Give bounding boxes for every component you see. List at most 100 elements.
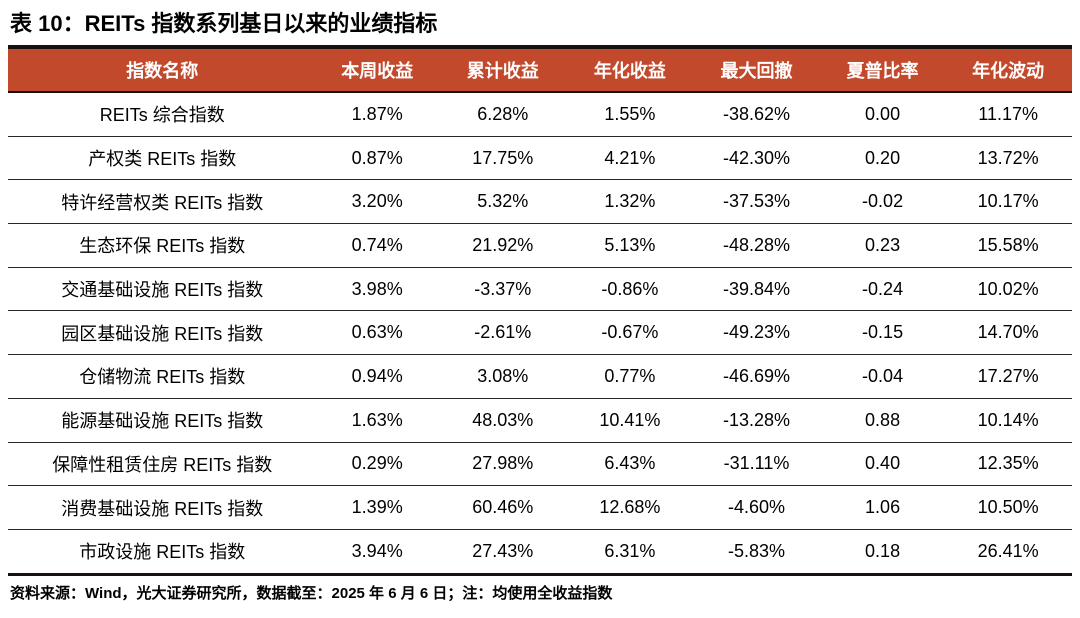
reits-performance-table: 指数名称 本周收益 累计收益 年化收益 最大回撤 夏普比率 年化波动 REITs 综合指数 1… — [8, 45, 1072, 576]
value-cell: 0.87% — [316, 136, 438, 181]
value-cell: 15.58% — [944, 223, 1072, 268]
table-row: 仓储物流 REITs 指数 0.94% 3.08% 0.77% -46.69% -0.04… — [8, 354, 1072, 399]
table-row: 能源基础设施 REITs 指数 1.63% 48.03% 10.41% -13.28% 0… — [8, 398, 1072, 443]
table-row: 交通基础设施 REITs 指数 3.98% -3.37% -0.86% -39.84% -… — [8, 267, 1072, 312]
index-name-cell: 能源基础设施 REITs 指数 — [8, 398, 317, 443]
index-name-cell: REITs 综合指数 — [8, 92, 317, 137]
value-cell: 0.29% — [316, 442, 438, 487]
table-row: 消费基础设施 REITs 指数 1.39% 60.46% 12.68% -4.60% 1.… — [8, 485, 1072, 530]
value-cell: 0.23 — [820, 223, 945, 268]
value-cell: -5.83% — [727, 540, 786, 561]
index-name-cell: 仓储物流 REITs 指数 — [8, 354, 317, 399]
value-cell: -39.84% — [692, 267, 821, 312]
table-row: 保障性租赁住房 REITs 指数 0.29% 27.98% 6.43% -31.11% 0… — [8, 442, 1072, 487]
value-cell: -0.24 — [820, 267, 945, 312]
value-cell: 6.28% — [437, 92, 568, 137]
value-cell: 3.20% — [316, 179, 438, 225]
value-cell: 0.18 — [865, 540, 901, 561]
index-name-cell: 保障性租赁住房 REITs 指数 — [8, 442, 317, 487]
column-header: 年化波动 — [944, 47, 1072, 93]
value-cell: 10.14% — [944, 398, 1072, 443]
value-cell: 3.94% — [351, 540, 403, 561]
value-cell: -0.02 — [820, 179, 945, 225]
value-cell: 12.35% — [944, 442, 1072, 487]
index-name-cell: 市政设施 REITs 指数 — [79, 542, 246, 563]
value-cell: 5.32% — [437, 179, 568, 225]
value-cell: 26.41% — [977, 540, 1039, 561]
value-cell: 1.06 — [820, 485, 945, 530]
value-cell: -48.28% — [692, 223, 821, 268]
index-name-cell: 生态环保 REITs 指数 — [8, 223, 317, 268]
value-cell: 12.68% — [567, 485, 693, 530]
value-cell: 6.43% — [567, 442, 693, 487]
value-cell: 14.70% — [944, 310, 1072, 356]
value-cell: 10.17% — [944, 179, 1072, 225]
table-row: 产权类 REITs 指数 0.87% 17.75% 4.21% -42.30% 0.20 1… — [8, 136, 1072, 181]
value-cell: 27.98% — [437, 442, 568, 487]
value-cell: 27.43% — [472, 540, 534, 561]
value-cell: -0.86% — [567, 267, 693, 312]
value-cell: 5.13% — [567, 223, 693, 268]
value-cell: 4.21% — [567, 136, 693, 181]
value-cell: 17.27% — [944, 354, 1072, 399]
table-header: 指数名称 本周收益 累计收益 年化收益 最大回撤 夏普比率 年化波动 — [8, 47, 1072, 93]
value-cell: 10.02% — [944, 267, 1072, 312]
value-cell: -49.23% — [692, 310, 821, 356]
table-row: 园区基础设施 REITs 指数 0.63% -2.61% -0.67% -49.23% -… — [8, 310, 1072, 356]
table-row: 生态环保 REITs 指数 0.74% 21.92% 5.13% -48.28% 0.23… — [8, 223, 1072, 268]
column-header: 夏普比率 — [820, 47, 945, 93]
value-cell: 0.74% — [316, 223, 438, 268]
value-cell: 1.63% — [316, 398, 438, 443]
value-cell: -42.30% — [692, 136, 821, 181]
value-cell: 48.03% — [437, 398, 568, 443]
value-cell: 0.63% — [316, 310, 438, 356]
column-header: 本周收益 — [316, 47, 438, 93]
value-cell: -37.53% — [692, 179, 821, 225]
index-name-cell: 消费基础设施 REITs 指数 — [8, 485, 317, 530]
index-name-cell: 交通基础设施 REITs 指数 — [8, 267, 317, 312]
value-cell: 0.77% — [567, 354, 693, 399]
value-cell: 1.32% — [567, 179, 693, 225]
table-title: 表 10：REITs 指数系列基日以来的业绩指标 — [10, 11, 438, 36]
index-name-cell: 园区基础设施 REITs 指数 — [8, 310, 317, 356]
table-body: REITs 综合指数 1.87% 6.28% 1.55% -38.62% 0.00 11.1… — [8, 92, 1072, 574]
value-cell: 10.41% — [567, 398, 693, 443]
value-cell: 0.94% — [316, 354, 438, 399]
source-note: 资料来源：Wind，光大证券研究所，数据截至：2025 年 6 月 6 日；注：… — [10, 584, 613, 602]
value-cell: -13.28% — [692, 398, 821, 443]
value-cell: 10.50% — [944, 485, 1072, 530]
value-cell: 11.17% — [944, 92, 1072, 137]
value-cell: 13.72% — [944, 136, 1072, 181]
value-cell: 1.87% — [316, 92, 438, 137]
column-header: 最大回撤 — [692, 47, 821, 93]
index-name-cell: 产权类 REITs 指数 — [8, 136, 317, 181]
value-cell: -31.11% — [692, 442, 821, 487]
column-header: 年化收益 — [567, 47, 693, 93]
value-cell: 0.00 — [820, 92, 945, 137]
value-cell: -4.60% — [692, 485, 821, 530]
value-cell: 1.39% — [316, 485, 438, 530]
value-cell: -46.69% — [692, 354, 821, 399]
value-cell: 3.98% — [316, 267, 438, 312]
value-cell: 60.46% — [437, 485, 568, 530]
index-name-cell: 特许经营权类 REITs 指数 — [8, 179, 317, 225]
value-cell: 21.92% — [437, 223, 568, 268]
value-cell: 6.31% — [604, 540, 656, 561]
value-cell: -0.15 — [820, 310, 945, 356]
value-cell: 0.40 — [820, 442, 945, 487]
value-cell: -38.62% — [692, 92, 821, 137]
column-header: 指数名称 — [8, 47, 317, 93]
table-header-row: 指数名称 本周收益 累计收益 年化收益 最大回撤 夏普比率 年化波动 — [8, 47, 1072, 93]
value-cell: 3.08% — [437, 354, 568, 399]
value-cell: -3.37% — [437, 267, 568, 312]
value-cell: -0.67% — [567, 310, 693, 356]
table-row: REITs 综合指数 1.87% 6.28% 1.55% -38.62% 0.00 11.1… — [8, 92, 1072, 137]
value-cell: 0.20 — [820, 136, 945, 181]
column-header: 累计收益 — [437, 47, 568, 93]
table-row: 市政设施 REITs 指数 3.94% 27.43% 6.31% -5.83% 0.18 2… — [8, 529, 1072, 574]
value-cell: 0.88 — [820, 398, 945, 443]
value-cell: -0.04 — [820, 354, 945, 399]
value-cell: -2.61% — [437, 310, 568, 356]
table-row: 特许经营权类 REITs 指数 3.20% 5.32% 1.32% -37.53% -0.… — [8, 179, 1072, 225]
